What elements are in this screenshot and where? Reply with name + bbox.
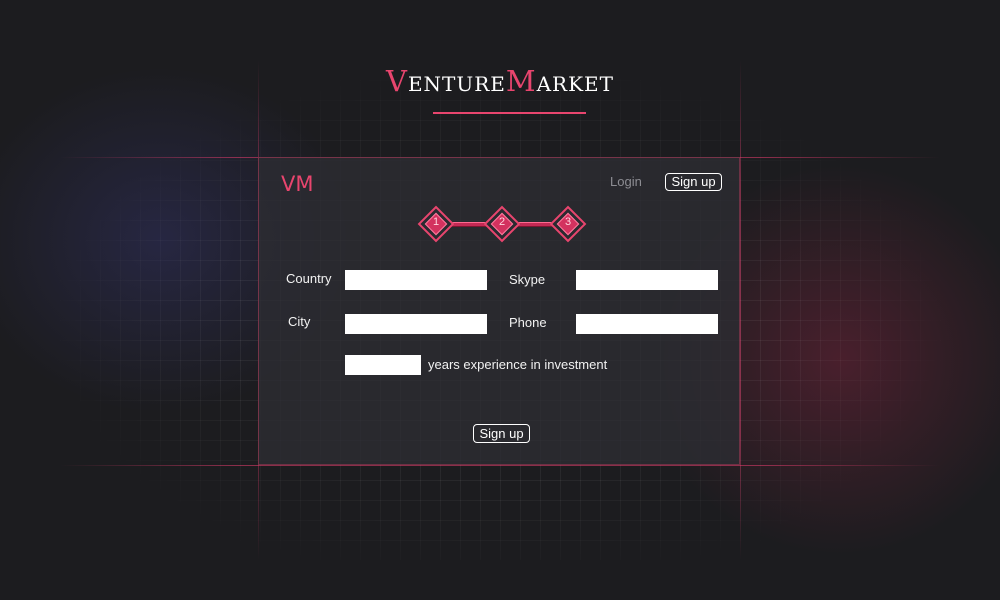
- brand-underline: [433, 112, 586, 114]
- country-input[interactable]: [345, 270, 487, 290]
- experience-label: years experience in investment: [428, 357, 608, 372]
- step-connector-1-2: [450, 222, 488, 227]
- vm-logo: VM: [281, 172, 314, 196]
- step-1-indicator[interactable]: 1: [417, 205, 455, 243]
- step-3-number: 3: [564, 216, 572, 228]
- login-link[interactable]: Login: [610, 174, 642, 189]
- skype-input[interactable]: [576, 270, 718, 290]
- brand-letter-m: M: [505, 64, 537, 98]
- phone-input[interactable]: [576, 314, 718, 334]
- step-1-number: 1: [432, 216, 440, 228]
- decor-line-bottom: [60, 465, 940, 466]
- decor-line-right: [740, 60, 741, 560]
- experience-years-input[interactable]: [345, 355, 421, 375]
- skype-label: Skype: [509, 272, 546, 287]
- brand-title: VENTUREMARKET: [0, 64, 1000, 98]
- brand-word-arket: ARKET: [536, 72, 614, 96]
- brand-letter-v: V: [386, 64, 408, 98]
- signup-panel: [258, 157, 740, 465]
- phone-label: Phone: [509, 315, 547, 330]
- city-input[interactable]: [345, 314, 487, 334]
- brand-word-enture: ENTURE: [407, 72, 506, 96]
- nav-signup-button[interactable]: Sign up: [665, 173, 722, 191]
- step-2-number: 2: [498, 216, 506, 228]
- step-3-indicator[interactable]: 3: [549, 205, 587, 243]
- step-connector-2-3: [516, 222, 554, 227]
- country-label: Country: [286, 271, 332, 286]
- step-2-indicator[interactable]: 2: [483, 205, 521, 243]
- submit-signup-button[interactable]: Sign up: [473, 424, 530, 443]
- city-label: City: [288, 314, 311, 329]
